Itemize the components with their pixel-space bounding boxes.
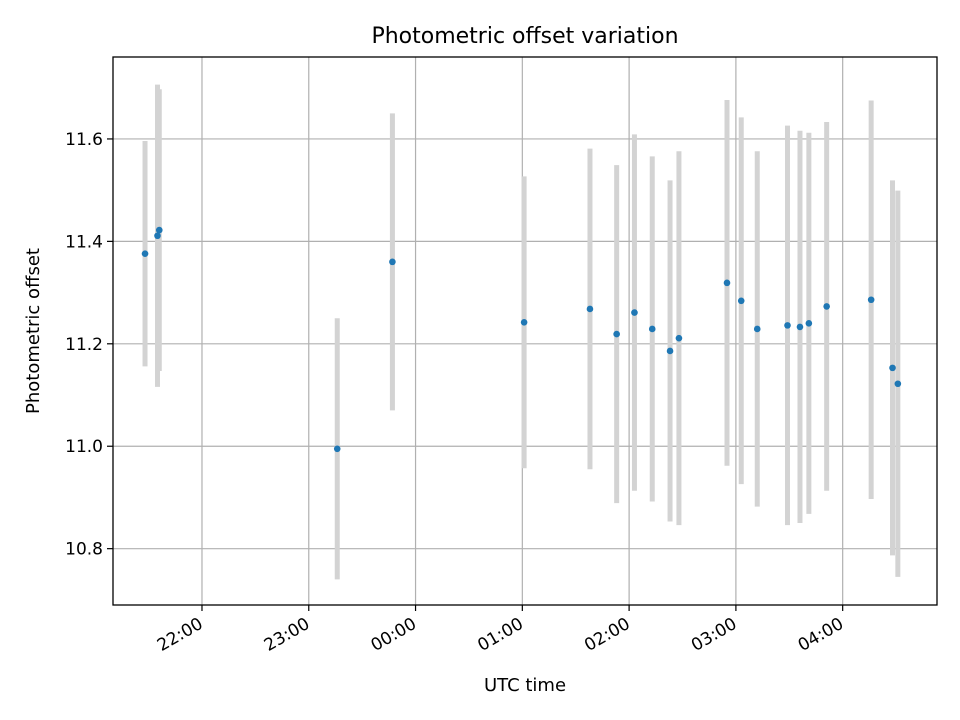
data-point <box>613 330 620 338</box>
y-tick-label: 11.4 <box>65 232 103 252</box>
data-point <box>631 309 638 316</box>
data-point <box>333 445 341 453</box>
x-tick-label: 00:00 <box>368 614 420 656</box>
data-point <box>753 325 761 333</box>
data-point <box>723 279 731 287</box>
data-point <box>675 334 683 342</box>
data-point <box>389 258 396 266</box>
data-point <box>784 322 791 329</box>
data-point <box>141 250 149 257</box>
error-bars <box>142 84 901 580</box>
data-point <box>586 305 594 313</box>
y-tick-label: 11.0 <box>65 437 103 457</box>
chart-title: Photometric offset variation <box>371 24 678 49</box>
y-tick-label: 11.2 <box>65 335 103 355</box>
data-point <box>796 323 804 331</box>
data-point <box>155 226 163 234</box>
plot-frame <box>112 56 938 606</box>
x-axis-label: UTC time <box>484 675 566 696</box>
data-point <box>867 296 875 304</box>
x-tick-label: 02:00 <box>581 614 633 656</box>
data-point <box>666 347 674 355</box>
x-tick-label: 22:00 <box>154 614 206 656</box>
data-point <box>889 364 896 372</box>
axis-ticks: 22:00 23:00 00:00 01:00 02:00 03:00 04:00 10.8 1… <box>65 130 847 656</box>
x-tick-label: 23:00 <box>261 614 313 656</box>
data-point <box>520 318 528 326</box>
data-point <box>737 297 745 305</box>
x-tick-label: 03:00 <box>688 614 740 656</box>
x-tick-label: 04:00 <box>795 614 847 656</box>
y-axis-label: Photometric offset <box>23 248 44 414</box>
x-tick-label: 01:00 <box>474 614 526 656</box>
y-tick-label: 10.8 <box>65 540 103 560</box>
y-tick-label: 11.6 <box>65 130 103 150</box>
data-point <box>894 380 902 388</box>
data-point <box>648 325 656 333</box>
data-point <box>823 303 830 310</box>
data-point <box>154 232 161 240</box>
data-points <box>141 226 902 453</box>
data-point <box>805 320 813 327</box>
